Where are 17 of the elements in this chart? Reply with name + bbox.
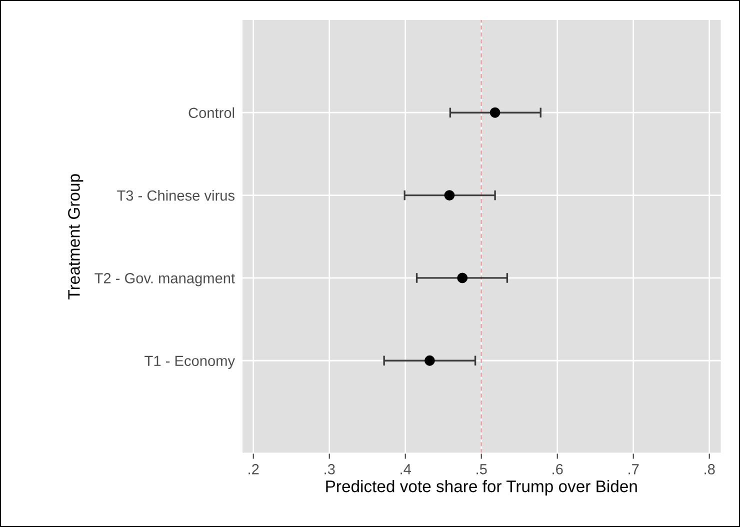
point: [424, 355, 435, 366]
y-tick-label: T2 - Gov. managment: [94, 273, 235, 286]
x-tick-label: .8: [704, 464, 715, 474]
x-tick-label: .2: [248, 464, 259, 474]
point: [490, 107, 500, 118]
y-tick-label: Control: [188, 107, 234, 118]
point: [444, 190, 455, 200]
y-tick-label: T3 - Chinese virus: [117, 190, 235, 201]
y-tick-label: T1 - Economy: [144, 356, 236, 369]
point: [457, 272, 468, 284]
y-axis-title: Treatment Group: [68, 174, 84, 300]
x-tick-label: .7: [628, 464, 639, 474]
x-tick-label: .6: [552, 464, 563, 474]
x-tick-label: .4: [400, 464, 412, 474]
x-tick-label: .5: [476, 464, 487, 474]
x-tick-label: .3: [324, 464, 335, 474]
x-axis-title: Predicted vote share for Trump over Biden: [326, 480, 637, 496]
